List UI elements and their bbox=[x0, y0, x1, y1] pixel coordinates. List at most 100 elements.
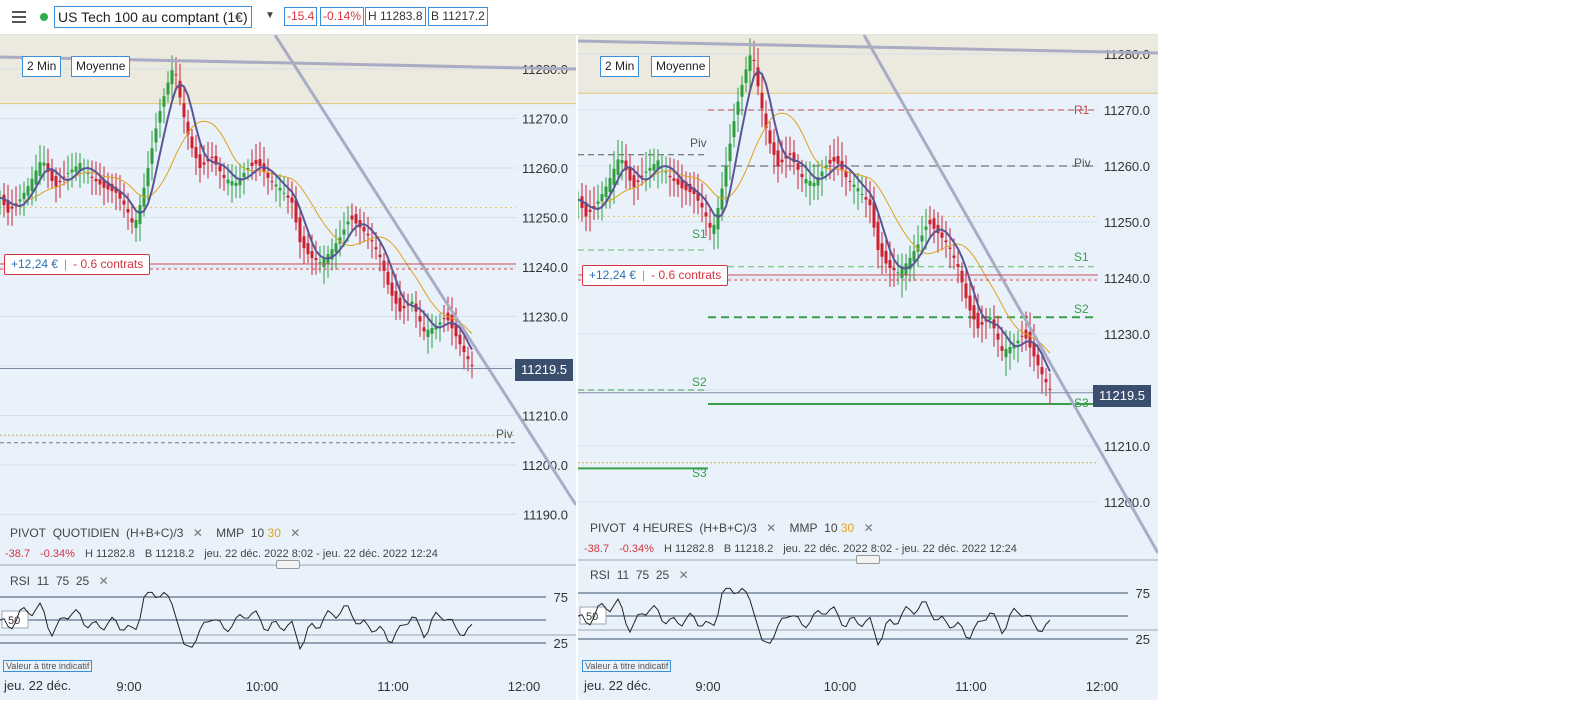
candle-body bbox=[592, 206, 596, 208]
candle-body bbox=[422, 327, 426, 332]
candle-body bbox=[664, 171, 668, 173]
candle-body bbox=[74, 166, 78, 172]
interval-button[interactable]: 2 Min bbox=[600, 56, 640, 77]
candle-body bbox=[114, 187, 118, 193]
rsi-legend: RSI 11 75 25 ✕ bbox=[590, 568, 689, 582]
mode-button[interactable]: Moyenne bbox=[651, 56, 711, 77]
candle-body bbox=[50, 169, 54, 181]
candle-body bbox=[880, 243, 884, 257]
rsi-tick-label: 75 bbox=[1136, 586, 1150, 601]
trend-line bbox=[273, 35, 576, 506]
s3-level-label: S3 bbox=[1074, 396, 1089, 410]
candle-body bbox=[1004, 348, 1008, 358]
rsi-line bbox=[578, 587, 1051, 647]
candle-body bbox=[728, 143, 732, 162]
candle-body bbox=[274, 184, 278, 187]
candle-body bbox=[960, 270, 964, 283]
candle-body bbox=[78, 163, 82, 172]
close-icon[interactable]: ✕ bbox=[678, 568, 689, 582]
price-tick-label: 11260.0 bbox=[522, 161, 568, 176]
position-pnl[interactable]: +12,24 € | - 0.6 contrats bbox=[4, 254, 151, 275]
position-pnl[interactable]: +12,24 € | - 0.6 contrats bbox=[582, 265, 729, 286]
candle-body bbox=[322, 258, 326, 268]
candle-body bbox=[852, 184, 856, 187]
candle-body bbox=[330, 249, 334, 260]
candle-body bbox=[126, 209, 130, 213]
candle-body bbox=[306, 243, 310, 255]
candle-body bbox=[948, 247, 952, 249]
candle-body bbox=[342, 229, 346, 235]
candle-body bbox=[438, 322, 442, 325]
time-tick-label: 12:00 bbox=[1086, 679, 1119, 694]
candle-body bbox=[716, 208, 720, 230]
candle-body bbox=[130, 218, 134, 223]
candle-body bbox=[896, 272, 900, 274]
candle-body bbox=[90, 176, 94, 178]
candle-body bbox=[378, 254, 382, 258]
candle-body bbox=[608, 178, 612, 193]
resize-handle-icon[interactable] bbox=[856, 555, 880, 564]
s1-level-label: S1 bbox=[1074, 250, 1089, 264]
candle-body bbox=[190, 136, 194, 149]
close-icon[interactable]: ✕ bbox=[766, 521, 777, 535]
price-chart-daily[interactable]: 11280.011270.011260.011250.011240.011230… bbox=[0, 35, 576, 700]
candle-body bbox=[788, 153, 792, 155]
candle-body bbox=[620, 159, 624, 164]
interval-button[interactable]: 2 Min bbox=[22, 56, 62, 77]
candle-body bbox=[290, 197, 294, 203]
candle-body bbox=[644, 171, 648, 173]
candle-body bbox=[784, 155, 788, 159]
candle-body bbox=[318, 262, 322, 264]
candle-body bbox=[1048, 388, 1052, 390]
candle-body bbox=[680, 179, 684, 189]
trend-line bbox=[862, 35, 1158, 554]
candle-body bbox=[46, 163, 50, 172]
pane-divider[interactable] bbox=[576, 35, 578, 700]
pivot-level-label: Piv bbox=[690, 136, 707, 150]
price-tick-label: 11250.0 bbox=[1104, 215, 1150, 230]
ma30-line bbox=[23, 120, 473, 334]
change-percent: -0.14% bbox=[320, 7, 365, 26]
candle-body bbox=[748, 55, 752, 71]
rsi-line bbox=[0, 591, 473, 651]
menu-icon[interactable] bbox=[12, 9, 26, 23]
dropdown-icon[interactable]: ▼ bbox=[265, 10, 275, 21]
instrument-selector[interactable]: US Tech 100 au comptant (1€) bbox=[54, 6, 252, 28]
close-icon[interactable]: ✕ bbox=[98, 574, 109, 588]
close-icon[interactable]: ✕ bbox=[290, 526, 301, 540]
candle-body bbox=[892, 267, 896, 271]
candle-body bbox=[106, 181, 110, 190]
chart-pane-daily[interactable]: 11280.011270.011260.011250.011240.011230… bbox=[0, 35, 576, 700]
candle-body bbox=[916, 244, 920, 252]
candle-body bbox=[250, 162, 254, 167]
price-tick-label: 11270.0 bbox=[522, 112, 568, 127]
candle-body bbox=[628, 167, 632, 181]
price-tick-label: 11240.0 bbox=[1104, 271, 1150, 286]
chart-pane-4h[interactable]: 11280.0 11270.0 11260.0 11250.0 11240.0 11230… bbox=[578, 35, 1158, 700]
candle-body bbox=[222, 174, 226, 178]
date-label: jeu. 22 déc. bbox=[4, 678, 72, 693]
candle-body bbox=[86, 172, 90, 174]
candle-body bbox=[462, 345, 466, 353]
candle-body bbox=[868, 199, 872, 206]
pnl-value: +12,24 € bbox=[11, 257, 59, 271]
candle-body bbox=[98, 179, 102, 185]
candle-body bbox=[860, 194, 864, 195]
candle-body bbox=[178, 80, 182, 98]
candle-body bbox=[876, 221, 880, 250]
candle-body bbox=[912, 251, 916, 262]
candle-body bbox=[928, 219, 932, 225]
mode-button[interactable]: Moyenne bbox=[71, 56, 131, 77]
candle-body bbox=[6, 200, 10, 213]
trend-line bbox=[578, 39, 1158, 55]
candle-body bbox=[258, 159, 262, 167]
candle-body bbox=[824, 166, 828, 168]
candle-body bbox=[174, 74, 178, 76]
candle-body bbox=[10, 206, 14, 209]
resize-handle-icon[interactable] bbox=[276, 560, 300, 569]
price-chart-4h[interactable]: 11280.0 11270.0 11260.0 11250.0 11240.0 11230… bbox=[578, 35, 1158, 700]
close-icon[interactable]: ✕ bbox=[863, 521, 874, 535]
candle-body bbox=[194, 147, 198, 159]
ma10-line bbox=[578, 69, 1051, 372]
close-icon[interactable]: ✕ bbox=[192, 526, 203, 540]
